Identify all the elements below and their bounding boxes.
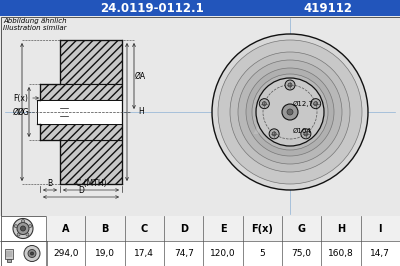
Text: 14,7: 14,7	[370, 249, 390, 258]
Text: 419112: 419112	[304, 2, 352, 15]
Bar	[60, 40, 122, 84]
Text: ØA: ØA	[134, 72, 146, 81]
Text: 294,0: 294,0	[53, 249, 78, 258]
Circle shape	[301, 129, 311, 139]
Circle shape	[314, 102, 318, 106]
Text: C (MTH): C (MTH)	[76, 179, 106, 188]
Text: 75,0: 75,0	[292, 249, 312, 258]
Text: E: E	[220, 223, 226, 234]
Text: F(x): F(x)	[251, 223, 273, 234]
Circle shape	[269, 129, 279, 139]
Text: H: H	[337, 223, 345, 234]
Text: D: D	[78, 186, 84, 195]
Text: 120,0: 120,0	[210, 249, 236, 258]
Circle shape	[14, 225, 17, 228]
Circle shape	[238, 60, 342, 164]
Circle shape	[282, 104, 298, 120]
Text: ØI: ØI	[13, 107, 21, 117]
Circle shape	[22, 219, 24, 222]
Text: ATE: ATE	[254, 115, 306, 139]
Text: 160,8: 160,8	[328, 249, 354, 258]
Bar	[7, 259, 11, 261]
Circle shape	[29, 225, 32, 228]
Text: I: I	[378, 223, 382, 234]
Bar	[0, 16, 400, 216]
Text: ØG: ØG	[18, 107, 30, 117]
Circle shape	[246, 68, 334, 156]
Text: B: B	[48, 179, 52, 188]
Circle shape	[212, 34, 368, 190]
Circle shape	[288, 83, 292, 87]
Circle shape	[30, 252, 34, 255]
Circle shape	[20, 226, 26, 231]
Bar	[40, 84, 122, 100]
Bar	[5, 248, 13, 259]
Bar	[60, 40, 122, 184]
Text: F(x): F(x)	[13, 94, 28, 102]
Circle shape	[287, 109, 293, 115]
Circle shape	[311, 99, 321, 109]
Circle shape	[24, 246, 40, 261]
Bar	[35, 100, 122, 124]
Bar	[0, 216, 46, 241]
Circle shape	[256, 78, 324, 146]
Circle shape	[304, 132, 308, 136]
Bar	[0, 216, 400, 265]
Text: A: A	[62, 223, 70, 234]
Text: 5: 5	[260, 249, 265, 258]
Circle shape	[17, 222, 29, 235]
Circle shape	[272, 132, 276, 136]
Circle shape	[218, 40, 362, 184]
Text: 19,0: 19,0	[95, 249, 115, 258]
Text: D: D	[180, 223, 188, 234]
Circle shape	[230, 52, 350, 172]
Circle shape	[262, 102, 266, 106]
Circle shape	[26, 233, 29, 236]
Text: 24.0119-0112.1: 24.0119-0112.1	[100, 2, 204, 15]
Bar	[40, 84, 122, 140]
Bar	[40, 124, 122, 140]
Circle shape	[28, 250, 36, 257]
Text: Ø12,7: Ø12,7	[293, 101, 314, 107]
Text: G: G	[298, 223, 306, 234]
Text: Abbildung ähnlich: Abbildung ähnlich	[3, 18, 67, 24]
Text: Illustration similar: Illustration similar	[3, 25, 66, 31]
Circle shape	[252, 74, 328, 150]
Text: B: B	[101, 223, 109, 234]
Text: 17,4: 17,4	[134, 249, 154, 258]
Circle shape	[13, 218, 33, 239]
Circle shape	[17, 233, 20, 236]
Text: H: H	[138, 107, 144, 117]
Text: Ø104: Ø104	[293, 128, 312, 134]
Circle shape	[259, 99, 269, 109]
Text: 74,7: 74,7	[174, 249, 194, 258]
Bar	[46, 216, 400, 241]
Bar	[0, 0, 400, 16]
Circle shape	[285, 80, 295, 90]
Text: ØE: ØE	[68, 107, 79, 117]
Text: C: C	[141, 223, 148, 234]
Text: ØE: ØE	[45, 85, 55, 94]
Bar	[0, 241, 46, 265]
Bar	[0, 16, 400, 216]
Bar	[37, 100, 122, 124]
Bar	[60, 140, 122, 184]
